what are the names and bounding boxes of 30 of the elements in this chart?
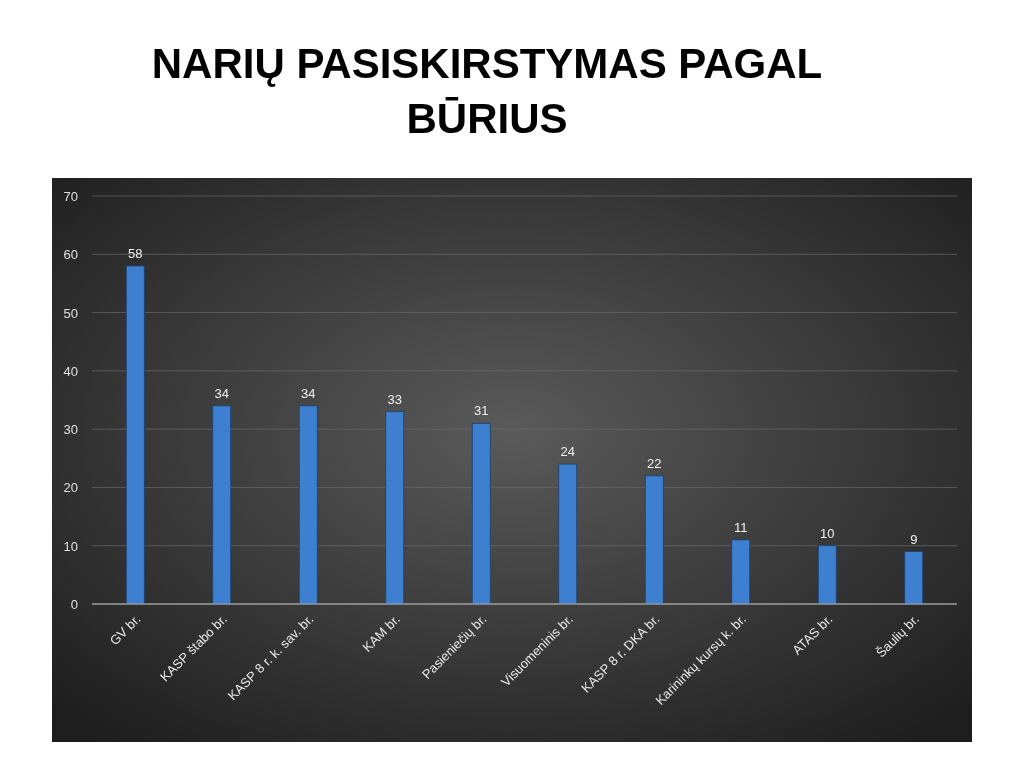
bar [471,422,491,605]
chart-title: NARIŲ PASISKIRSTYMAS PAGAL BŪRIUS [151,40,823,142]
y-tick-label: 60 [63,247,78,263]
data-label: 34 [214,385,229,401]
y-tick-label: 0 [70,597,78,612]
y-tick-label: 30 [63,422,78,438]
data-label: 33 [387,391,402,407]
y-tick-label: 40 [63,363,78,379]
data-label: 9 [910,531,918,547]
data-label: 10 [820,525,835,541]
bar [817,545,837,605]
y-tick-label: 10 [63,538,78,554]
data-label: 34 [301,385,316,401]
bar [558,463,578,605]
bar [904,551,924,605]
y-tick-label: 20 [63,480,78,496]
y-tick-label: 50 [63,305,78,321]
bar [644,475,664,605]
x-tick-label: GV br. [106,611,144,649]
bar [731,539,751,605]
bar [298,405,318,605]
data-label: 11 [734,519,748,535]
bar [212,405,232,605]
data-label: 58 [128,245,143,261]
data-label: 31 [474,403,489,419]
bar [385,411,405,605]
data-label: 24 [560,444,575,460]
y-tick-label: 70 [63,189,78,204]
bar [125,265,145,605]
data-label: 22 [647,455,662,471]
